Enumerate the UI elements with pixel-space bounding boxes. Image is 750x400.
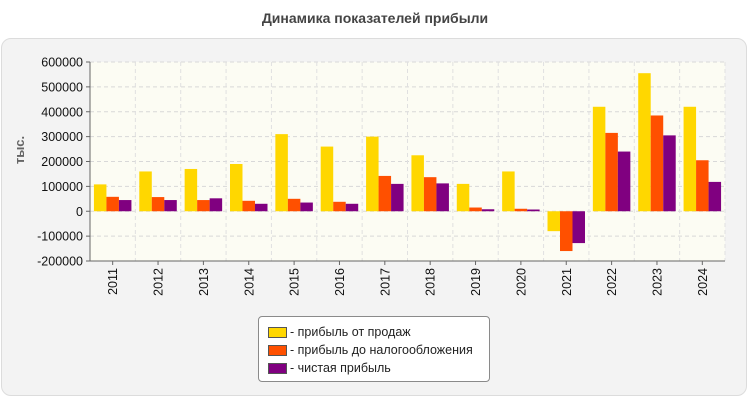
bar [605,132,618,212]
x-tick-label: 2016 [333,268,347,296]
x-tick-label: 2015 [288,268,302,296]
bar [255,203,268,212]
bar [333,201,346,212]
bar [184,168,198,212]
bar [547,211,560,232]
bar [151,197,165,212]
bar [197,200,210,212]
legend-label: - чистая прибыль [290,361,391,375]
legend-label: - прибыль до налогообложения [290,343,473,357]
bar [366,136,379,212]
y-tick-label: 400000 [41,105,83,119]
bar [514,208,528,212]
legend-swatch [268,344,287,356]
series-3 [118,135,722,244]
bar [378,175,392,212]
x-tick-label: 2011 [106,268,120,295]
x-tick-label: 2013 [197,268,211,296]
bar [320,146,334,212]
y-tick-label: 300000 [41,130,83,144]
legend-swatch [268,326,287,338]
bar [391,183,404,212]
x-tick-label: 2022 [605,268,619,296]
bar [650,115,664,212]
y-tick-label: -100000 [37,230,83,244]
legend-label: - прибыль от продаж [290,325,411,339]
y-tick-label: 200000 [41,155,83,169]
bar [275,134,288,212]
bar [106,196,119,212]
bar [93,184,107,212]
bar [663,135,676,212]
y-tick-label: -200000 [37,255,83,269]
bar [469,207,482,212]
chart-title: Динамика показателей прибыли [261,10,489,26]
bar [481,209,495,212]
bar [572,211,585,244]
bar [118,200,132,212]
bar [287,198,301,212]
bar [209,198,223,212]
series-2 [106,115,709,252]
x-tick-label: 2018 [424,268,438,296]
bar [617,151,631,212]
x-tick-label: 2012 [152,268,166,296]
legend-item-1: - прибыль от продаж [268,323,489,341]
bar [164,200,177,212]
bar [411,155,424,212]
bar [502,171,515,212]
bar [696,160,709,212]
bar [139,171,152,212]
bar [560,211,573,252]
legend-item-2: - прибыль до налогообложения [268,341,489,359]
bar [708,181,722,212]
bar [423,177,437,212]
x-tick-label: 2024 [696,268,710,296]
y-tick-label: 500000 [41,80,83,94]
x-tick-label: 2019 [469,268,483,296]
x-tick-label: 2020 [514,268,528,296]
bar [456,183,470,212]
y-tick-label: 0 [76,205,83,219]
bar [638,73,651,212]
legend-item-3: - чистая прибыль [268,359,489,377]
bar [242,200,255,212]
series-1 [93,73,697,232]
x-tick-label: 2014 [242,268,256,296]
y-axis-label: тыс. [12,136,27,164]
y-tick-label: 100000 [41,180,83,194]
x-tick-label: 2021 [560,268,574,296]
chart-legend: - прибыль от продаж - прибыль до налогооб… [258,316,490,382]
legend-swatch [268,362,287,374]
y-tick-label: 600000 [41,56,83,70]
bar [527,209,540,212]
bar [345,203,359,212]
x-tick-label: 2017 [378,268,392,296]
bar [230,163,243,212]
bar [683,106,697,212]
x-tick-label: 2023 [650,268,664,296]
bar [300,202,313,212]
bar [592,106,606,212]
bar [436,183,449,212]
